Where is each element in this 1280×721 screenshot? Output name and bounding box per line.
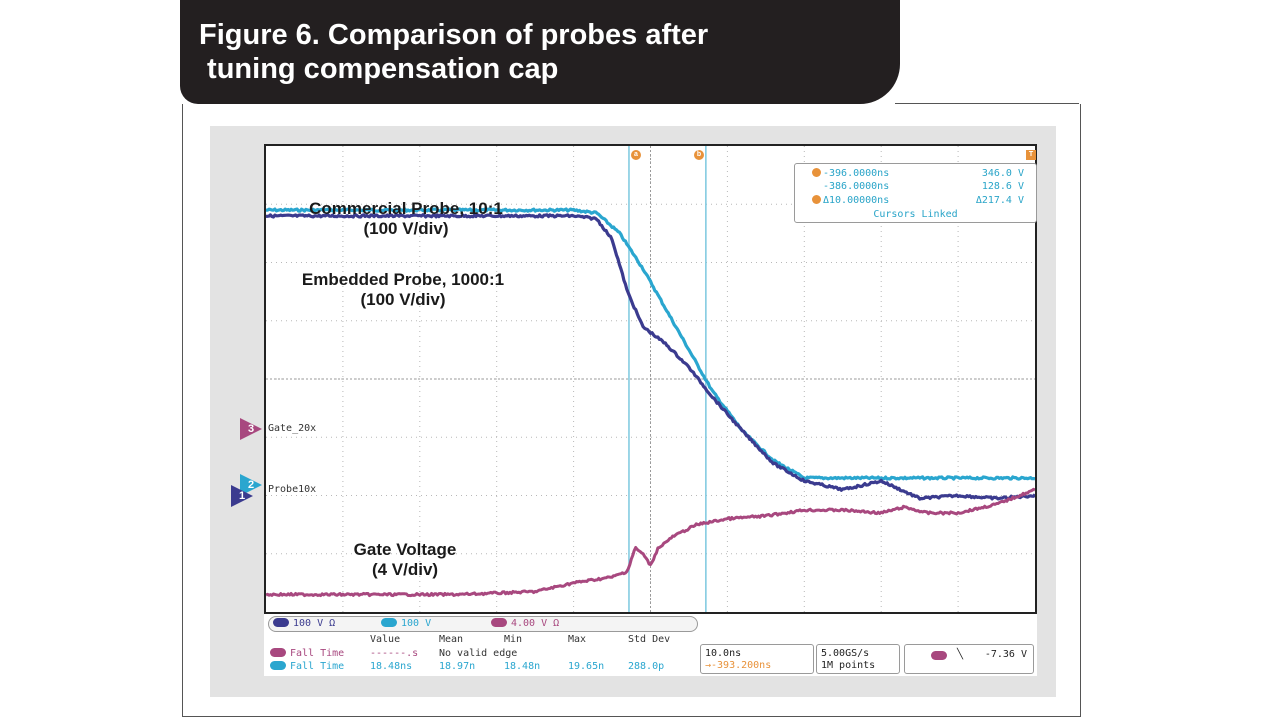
figure-title: Figure 6. Comparison of probes after tun… [199,18,708,86]
commercial-probe-trace [266,207,1035,481]
meas-header-mean: Mean [439,634,464,645]
meas-header-min: Min [504,634,523,645]
sample-rate: 5.00GS/s [821,648,870,659]
cursor-b-value: 128.6 V [981,181,1024,192]
meas-row1-name: Fall Time [290,648,345,659]
ch2-marker-label: Probe10x [268,484,317,495]
meas-row1: Fall Time [270,648,344,660]
trigger-level: -7.36 V [984,649,1027,660]
meas-row2-name: Fall Time [290,661,345,672]
embedded-probe-scale: (100 V/div) [360,290,446,309]
meas-row2-mean: 18.97n [439,661,476,672]
cursor-b-icon [812,195,821,204]
ch2-setting[interactable]: 100 V [381,617,431,631]
cursor-delta-value: Δ217.4 V [975,195,1024,206]
meas-header-value: Value [370,634,401,645]
meas-header-stddev: Std Dev [628,634,671,645]
cursor-b-marker[interactable]: b [694,150,704,160]
waveform-svg [266,146,1035,612]
ch3-setting[interactable]: 4.00 V Ω [491,617,559,631]
ch3-marker-label: Gate_20x [268,423,317,434]
ch1-level-marker[interactable]: 1 [231,485,253,507]
timebase-scale: 10.0ns [705,648,742,659]
meas-row1-note: No valid edge [439,648,518,659]
cursor-delta-time: Δ10.00000ns [823,195,890,206]
meas-row1-value: ------.s [370,648,419,659]
scope-status-area: 100 V Ω 100 V 4.00 V Ω Value Mean Min Ma… [264,614,1037,676]
gate-voltage-annotation: Gate Voltage (4 V/div) [320,540,490,580]
embedded-probe-annotation: Embedded Probe, 1000:1 (100 V/div) [272,270,534,310]
embedded-probe-trace [266,213,1035,501]
figure-title-banner [180,0,900,104]
figure-title-line1: Figure 6. Comparison of probes after [199,19,709,51]
trigger-position-marker[interactable]: T [1026,150,1036,160]
cursor-readout-panel: -396.0000ns 346.0 V -386.0000ns 128.6 V Δ1… [794,163,1037,223]
cursor-a-icon [812,168,821,177]
cursor-a-marker[interactable]: a [631,150,641,160]
trigger-slope-icon: ╲ [957,649,964,660]
timebase-readout[interactable]: 10.0ns →-393.200ns [700,644,814,674]
trigger-readout[interactable]: ╲ -7.36 V [904,644,1034,674]
ch3-level-marker[interactable]: 3 [240,418,262,440]
meas-row2: Fall Time [270,661,344,673]
commercial-probe-label: Commercial Probe, 10:1 [309,199,503,218]
embedded-probe-label: Embedded Probe, 1000:1 [301,270,505,289]
commercial-probe-scale: (100 V/div) [363,219,449,238]
meas-row2-max: 19.65n [568,661,605,672]
meas-row2-value: 18.48ns [370,661,413,672]
ch1-setting[interactable]: 100 V Ω [273,617,335,631]
acquisition-readout[interactable]: 5.00GS/s 1M points [816,644,900,674]
meas-row2-stddev: 288.0p [628,661,665,672]
commercial-probe-annotation: Commercial Probe, 10:1 (100 V/div) [278,199,534,239]
record-length: 1M points [821,660,876,671]
meas-row2-min: 18.48n [504,661,541,672]
meas-header-max: Max [568,634,587,645]
cursor-a-time: -396.0000ns [823,168,890,179]
trigger-source-icon [931,651,947,660]
channel-settings-bar: 100 V Ω 100 V 4.00 V Ω [268,616,698,632]
cursor-a-value: 346.0 V [981,168,1024,179]
gate-voltage-trace [266,487,1035,598]
figure-title-line2: tuning compensation cap [199,53,559,85]
cursor-b-time: -386.0000ns [823,181,890,192]
timebase-position: →-393.200ns [705,660,772,671]
cursors-linked-label: Cursors Linked [873,209,958,220]
gate-voltage-label: Gate Voltage [353,540,457,559]
gate-voltage-scale: (4 V/div) [371,560,439,579]
figure-frame-top [895,103,1079,104]
